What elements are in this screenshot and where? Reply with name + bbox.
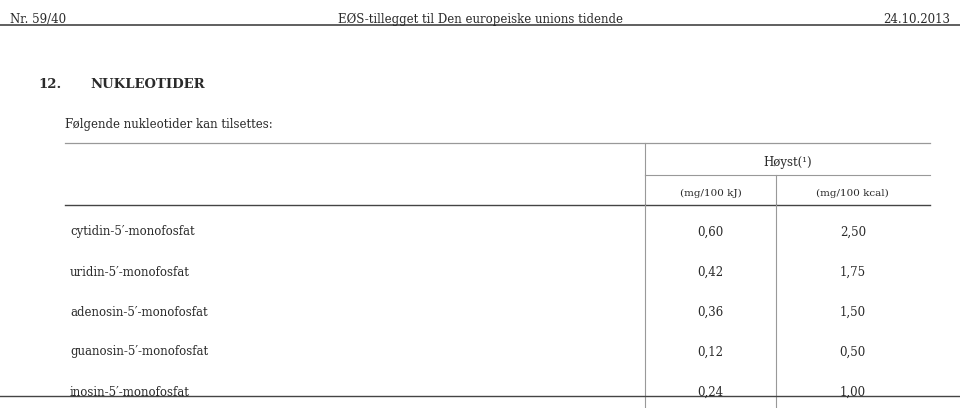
Text: 0,42: 0,42: [697, 266, 724, 279]
Text: 1,50: 1,50: [840, 306, 866, 319]
Text: inosin-5′-monofosfat: inosin-5′-monofosfat: [70, 386, 190, 399]
Text: (mg/100 kcal): (mg/100 kcal): [816, 188, 889, 197]
Text: guanosin-5′-monofosfat: guanosin-5′-monofosfat: [70, 346, 208, 359]
Text: 1,00: 1,00: [840, 386, 866, 399]
Text: 2,50: 2,50: [840, 226, 866, 239]
Text: NUKLEOTIDER: NUKLEOTIDER: [90, 78, 204, 91]
Text: Høyst(¹): Høyst(¹): [763, 157, 812, 169]
Text: 0,24: 0,24: [697, 386, 724, 399]
Text: Følgende nukleotider kan tilsettes:: Følgende nukleotider kan tilsettes:: [65, 118, 273, 131]
Text: Nr. 59/40: Nr. 59/40: [10, 13, 66, 26]
Text: 12.: 12.: [38, 78, 61, 91]
Text: (mg/100 kJ): (mg/100 kJ): [680, 188, 741, 197]
Text: 0,60: 0,60: [697, 226, 724, 239]
Text: 1,75: 1,75: [840, 266, 866, 279]
Text: 0,36: 0,36: [697, 306, 724, 319]
Text: uridin-5′-monofosfat: uridin-5′-monofosfat: [70, 266, 190, 279]
Text: cytidin-5′-monofosfat: cytidin-5′-monofosfat: [70, 226, 195, 239]
Text: adenosin-5′-monofosfat: adenosin-5′-monofosfat: [70, 306, 207, 319]
Text: 0,50: 0,50: [840, 346, 866, 359]
Text: 24.10.2013: 24.10.2013: [883, 13, 950, 26]
Text: EØS-tillegget til Den europeiske unions tidende: EØS-tillegget til Den europeiske unions …: [338, 13, 622, 26]
Text: 0,12: 0,12: [697, 346, 724, 359]
